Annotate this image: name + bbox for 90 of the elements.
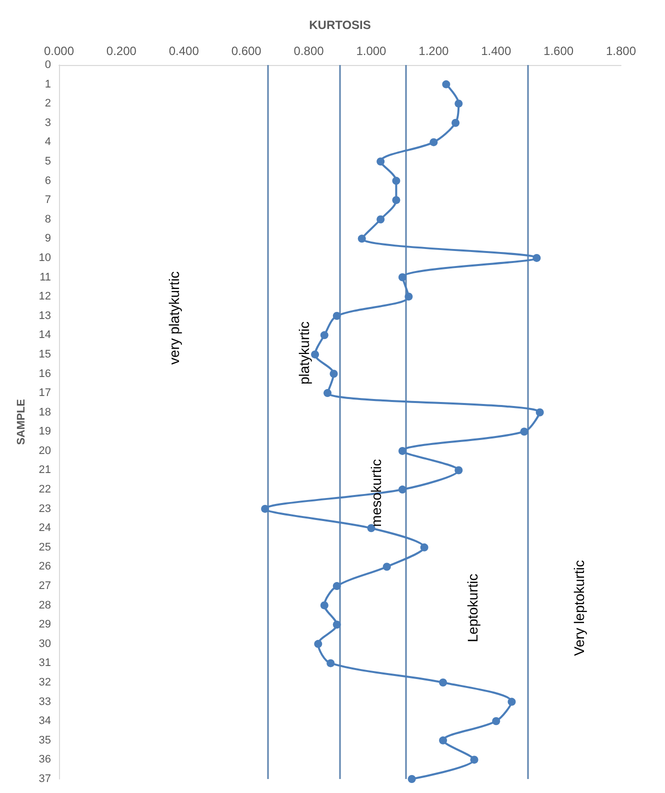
point (392, 176, 400, 185)
point (454, 100, 463, 108)
y-tick-label: 7 (44, 194, 51, 206)
annotation: Leptokurtic (464, 574, 481, 642)
y-tick-label: 5 (44, 155, 51, 168)
y-tick-label: 30 (38, 638, 51, 650)
point (326, 659, 335, 668)
y-tick-label: 8 (44, 213, 51, 226)
y-tick-label: 13 (38, 310, 51, 322)
x-tick-label: 0.600 (231, 44, 262, 58)
y-tick-label: 6 (44, 174, 51, 187)
y-tick-label: 33 (38, 696, 51, 708)
y-axis-title: SAMPLE (16, 399, 28, 445)
y-tick-label: 17 (38, 387, 51, 400)
y-tick-label: 37 (38, 773, 51, 785)
point (332, 312, 341, 320)
y-tick-label: 35 (38, 734, 51, 746)
annotation: Very leptokurtic (570, 560, 587, 656)
point (320, 331, 328, 340)
y-tick-label: 34 (38, 715, 51, 728)
point (452, 118, 460, 127)
point (332, 582, 341, 590)
point (314, 640, 322, 648)
y-tick-label: 27 (38, 580, 51, 592)
x-tick-label: 1.400 (481, 44, 512, 58)
x-tick-label: 0.800 (294, 44, 324, 58)
point (330, 370, 338, 378)
point (454, 466, 463, 474)
y-tick-label: 21 (38, 464, 51, 476)
x-tick-label: 1.000 (356, 44, 387, 58)
annotation: mesokurtic (368, 459, 384, 527)
point (261, 504, 270, 513)
x-tick-label: 0.000 (44, 44, 74, 58)
point (376, 215, 385, 224)
point (532, 254, 541, 262)
point (420, 543, 428, 552)
x-tick-label: 1.800 (606, 44, 636, 58)
y-tick-label: 19 (38, 426, 51, 438)
point (392, 196, 400, 204)
x-tick-label: 0.400 (168, 44, 200, 58)
y-tick-label: 14 (38, 329, 51, 342)
point (430, 138, 438, 146)
point (439, 736, 448, 744)
y-tick-label: 1 (44, 78, 51, 90)
x-tick-label: 1.600 (544, 44, 574, 58)
y-tick-label: 29 (38, 618, 51, 631)
point (358, 234, 366, 243)
y-tick-label: 0 (44, 59, 51, 71)
y-tick-label: 12 (38, 290, 51, 303)
y-tick-label: 20 (38, 444, 51, 457)
point (398, 446, 406, 455)
y-tick-label: 28 (38, 599, 51, 612)
y-tick-label: 10 (38, 252, 51, 264)
y-tick-label: 36 (38, 754, 51, 766)
point (320, 601, 328, 610)
point (439, 678, 448, 687)
y-tick-label: 22 (38, 484, 51, 496)
point (332, 620, 341, 629)
x-axis-title: KURTOSIS (309, 18, 371, 32)
y-tick-label: 25 (38, 541, 51, 554)
x-tick-label: 0.200 (106, 44, 137, 58)
point (492, 717, 500, 726)
point (404, 292, 413, 301)
y-tick-label: 15 (38, 348, 51, 360)
point (536, 408, 544, 416)
x-tick-label: 1.200 (418, 44, 450, 58)
y-tick-label: 26 (38, 560, 51, 573)
point (470, 756, 478, 764)
y-tick-label: 3 (44, 116, 51, 129)
y-tick-label: 4 (44, 136, 51, 148)
point (398, 273, 406, 282)
y-tick-label: 18 (38, 406, 51, 418)
annotation: platykurtic (296, 321, 312, 385)
point (324, 389, 332, 398)
y-tick-label: 31 (38, 657, 51, 670)
annotation: very platykurtic (166, 271, 182, 365)
point (408, 775, 416, 783)
point (398, 486, 406, 494)
point (442, 80, 450, 88)
y-tick-label: 24 (38, 522, 51, 534)
point (520, 428, 528, 436)
point (508, 698, 516, 706)
y-tick-label: 23 (38, 502, 51, 515)
point (376, 157, 385, 166)
y-tick-label: 32 (38, 676, 51, 689)
y-tick-label: 9 (44, 232, 51, 245)
y-tick-label: 11 (40, 271, 51, 284)
point (382, 562, 391, 571)
y-tick-label: 2 (44, 98, 51, 110)
y-tick-label: 16 (38, 368, 51, 380)
